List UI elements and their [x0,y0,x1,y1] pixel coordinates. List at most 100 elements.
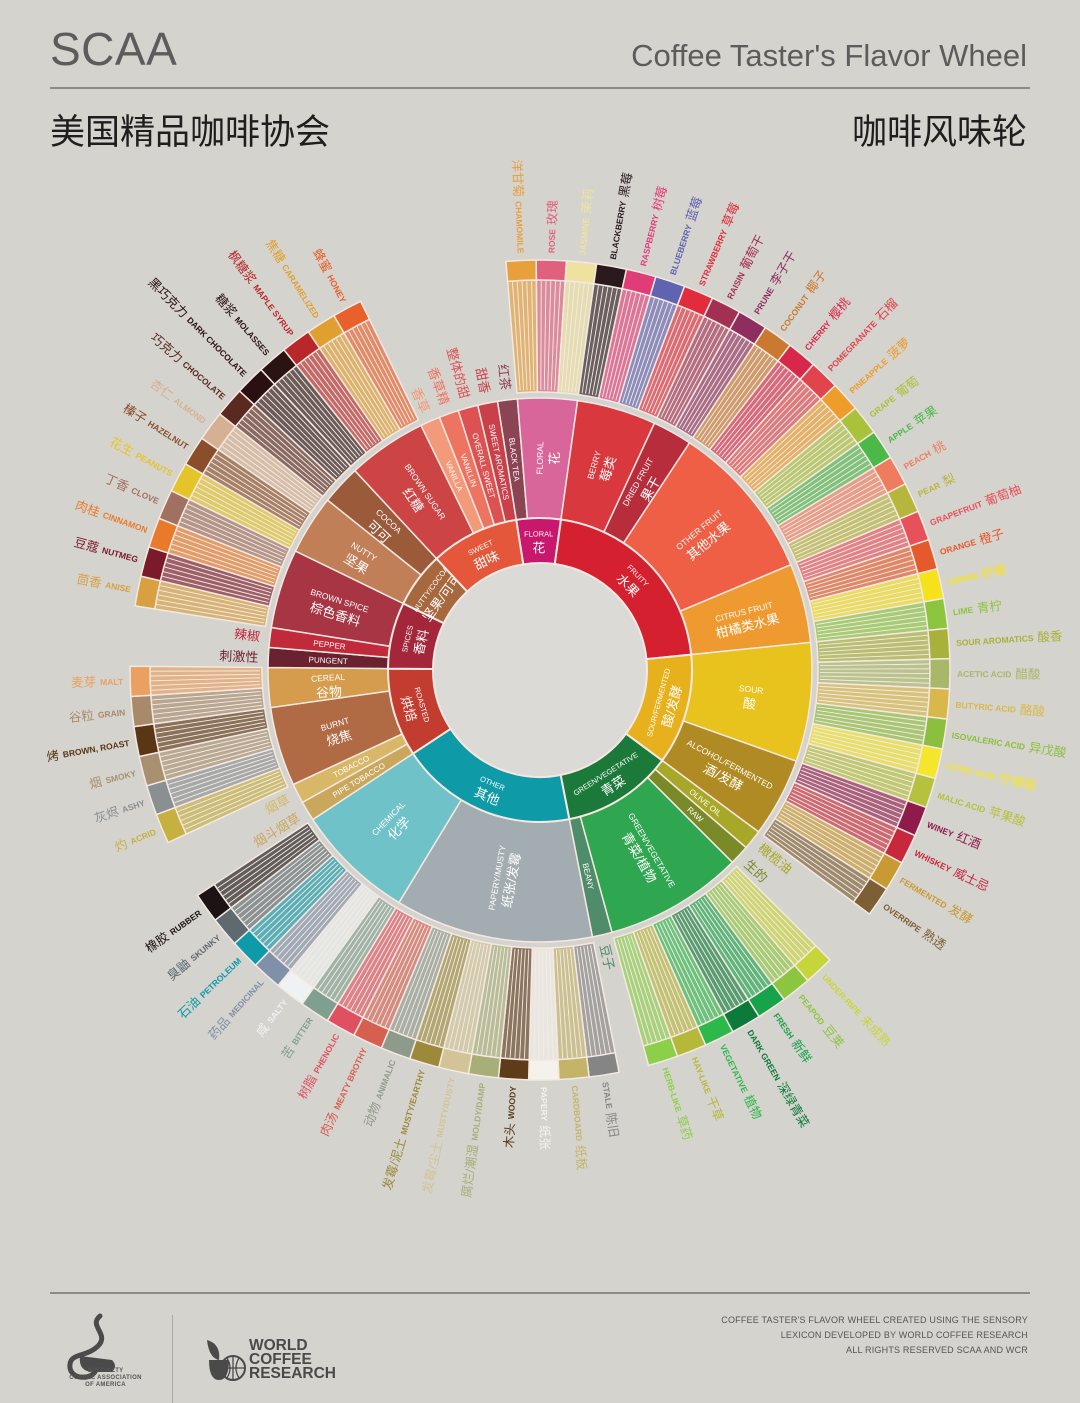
leaf-bar-stripe [371,922,420,1022]
leaf-bar-stripe [806,550,911,585]
label-part: 发霉/泥土 [379,1136,409,1192]
label-part: 葡萄 [893,374,921,400]
leaf-cap [497,1057,530,1081]
label-part: MOLASSES [233,315,272,358]
leaf-bar-stripe [271,387,348,468]
leaf-bar-stripe [542,949,545,1059]
leaf-bar-stripe [799,773,902,815]
leaf-label: 苦BITTER [279,1014,317,1061]
leaf-bar-stripe [509,949,519,1058]
label-part: APPLE [886,421,915,445]
label-part: 纸板 [573,1145,589,1172]
leaf-bar-stripe [384,926,429,1027]
leaf-bar-stripe [770,827,862,891]
label-part: 臭鼬 [164,956,193,984]
leaf-bar-stripe [152,691,261,701]
leaf-bar-stripe [787,488,885,541]
leaf-bar-stripe [818,634,928,646]
leaf-bar-stripe [759,428,846,497]
leaf-bar-stripe [817,620,926,636]
leaf-label: 木头 WOODY [502,1085,520,1148]
leaf-bar-stripe [733,389,811,469]
label-part: 肉汤 [318,1110,341,1139]
leaf-label: RAISIN葡萄干 [723,233,767,302]
leaf-bar-stripe [713,364,782,451]
label-part: 木头 [502,1123,518,1149]
leaf-bar-stripe [169,755,274,790]
leaf-bar-stripe [796,514,897,559]
leaf-bar-stripe [672,327,726,424]
leaf-bar-stripe [778,816,872,875]
label-part: 菠萝 [885,335,913,362]
leaf-bar-stripe [241,419,326,491]
leaf-bar-stripe [731,386,807,467]
leaf-bar-stripe [331,340,391,434]
label-part: 莓类 [597,454,619,483]
leaf-label: 烟SMOKY [88,766,138,791]
label-part: ANISE [104,580,132,595]
leaf-bar-stripe [681,334,738,430]
label-part: 葡萄干 [738,233,768,273]
leaf-bar-stripe [571,283,585,392]
leaf-label: 枫糖浆MAPLE SYRUP [225,247,299,339]
leaf-bar-stripe [230,434,318,501]
leaf-bar-stripe [797,779,898,824]
leaf-bar-stripe [780,472,876,529]
leaf-label: 蜂蜜HONEY [310,246,351,306]
leaf-bar-stripe [807,555,912,589]
leaf-bar-stripe [788,798,886,850]
subcategory-label-zh: 刺激性 [219,648,259,665]
leaf-bar-stripe [566,948,578,1058]
label-part: MEATY BROTHY [332,1046,369,1111]
leaf-bar-stripe [803,536,906,575]
label-part: 醋酸 [1015,666,1041,681]
label-part: 药品 [206,1014,233,1042]
leaf-bar-stripe [625,299,660,404]
leaf-bar-stripe [819,639,928,649]
leaf-bar-stripe [325,903,387,996]
leaf-bar-stripe [780,813,875,871]
label-part: RUBBER [168,908,203,937]
leaf-bar-stripe [310,895,376,985]
leaf-bar-stripe [628,301,665,405]
leaf-bar-stripe [315,351,380,442]
leaf-bar-stripe [205,469,300,527]
leaf-bar-stripe [799,523,901,566]
leaf-bar-stripe [699,350,763,441]
leaf-bar-stripe [151,673,261,677]
label-part: 糖浆 [212,291,240,320]
leaf-bar-stripe [166,561,272,593]
subcategory-label: PUNGENT [308,655,348,666]
leaf-label: SOUR AROMATICS 酸香 [956,628,1064,650]
label-part: 新鲜 [788,1037,815,1066]
label-part: 豆蔻 [73,535,101,555]
leaf-bar-stripe [818,699,927,713]
footer-divider [50,1292,1030,1294]
leaf-bar-stripe [704,355,770,445]
label-part: CHOCOLATE [181,359,228,402]
label-part: DARK GREEN [745,1028,782,1082]
leaf-bar-stripe [800,527,903,569]
subcategory-label-zh: 红茶 [496,363,514,391]
leaf-bar-stripe [156,603,265,624]
leaf-bar-stripe [695,902,757,994]
leaf-bar-stripe [644,309,687,411]
leaf-bar-stripe [243,851,328,923]
leaf-bar-stripe [276,876,352,957]
leaf-bar-stripe [574,284,590,393]
leaf-bar-stripe [663,321,713,420]
label-part: 茴香 [76,572,104,591]
leaf-bar-stripe [251,408,333,483]
label-part: 动物 [362,1100,384,1128]
label-part: 甜香 [473,366,493,394]
leaf-bar-stripe [183,512,285,558]
leaf-bar-stripe [643,929,685,1032]
leaf-bar-stripe [812,733,919,760]
leaf-cap [467,1053,502,1079]
leaf-bar-stripe [174,765,277,804]
leaf-bar-stripe [159,589,267,614]
leaf-bar-stripe [811,737,918,765]
leaf-bar-stripe [367,920,417,1019]
leaf-bar-stripe [815,716,924,737]
leaf-bar-stripe [660,318,709,418]
